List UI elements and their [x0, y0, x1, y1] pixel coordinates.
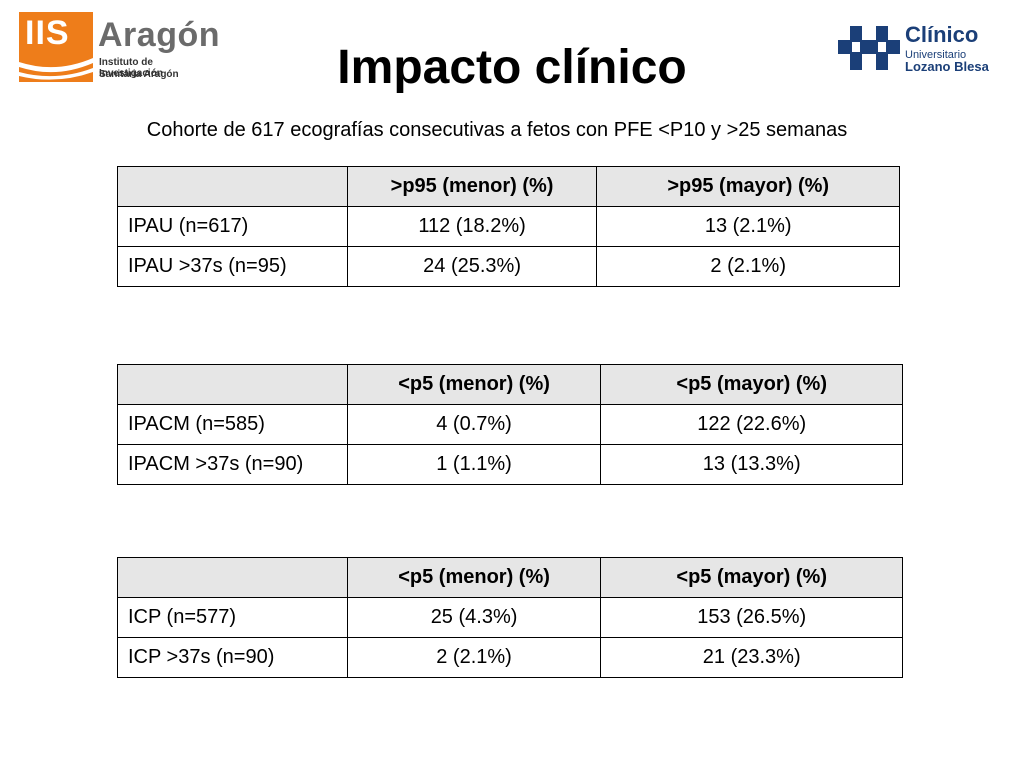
page-subtitle: Cohorte de 617 ecografías consecutivas a…	[146, 119, 848, 141]
table-header-cell: <p5 (menor) (%)	[346, 364, 602, 405]
clinico-logo-line1: Universitario	[905, 49, 967, 61]
iis-logo-name: Aragón	[98, 16, 220, 54]
table-header-cell: <p5 (mayor) (%)	[600, 557, 903, 598]
table-header-cell: <p5 (mayor) (%)	[600, 364, 903, 405]
clinico-logo-name: Clínico	[905, 22, 979, 47]
table-header-row: <p5 (menor) (%) <p5 (mayor) (%)	[117, 557, 903, 598]
table-row: IPAU (n=617) 112 (18.2%) 13 (2.1%)	[117, 206, 900, 247]
table-header-cell: <p5 (menor) (%)	[346, 557, 602, 598]
table-cell: 24 (25.3%)	[346, 246, 598, 287]
table-row-label: IPAU (n=617)	[117, 206, 348, 247]
table-cell: 1 (1.1%)	[346, 444, 602, 485]
iis-logo-box: IIS	[19, 12, 93, 82]
clinico-lozano-blesa-logo: Clínico Universitario Lozano Blesa	[838, 22, 1008, 74]
table-row-label: ICP >37s (n=90)	[117, 637, 348, 678]
icp-table: <p5 (menor) (%) <p5 (mayor) (%) ICP (n=5…	[117, 557, 903, 678]
table-row: ICP (n=577) 25 (4.3%) 153 (26.5%)	[117, 597, 903, 638]
table-cell: 4 (0.7%)	[346, 404, 602, 445]
table-row: IPACM >37s (n=90) 1 (1.1%) 13 (13.3%)	[117, 444, 903, 485]
table-cell: 13 (13.3%)	[600, 444, 903, 485]
table-header-row: >p95 (menor) (%) >p95 (mayor) (%)	[117, 166, 900, 207]
table-cell: 122 (22.6%)	[600, 404, 903, 445]
clinico-logo-line2: Lozano Blesa	[905, 59, 989, 74]
ipau-table: >p95 (menor) (%) >p95 (mayor) (%) IPAU (…	[117, 166, 900, 287]
table-header-cell: >p95 (menor) (%)	[346, 166, 598, 207]
table-cell: 21 (23.3%)	[600, 637, 903, 678]
page-title: Impacto clínico	[337, 41, 687, 94]
table-row: IPAU >37s (n=95) 24 (25.3%) 2 (2.1%)	[117, 246, 900, 287]
table-cell: 2 (2.1%)	[346, 637, 602, 678]
ipacm-table: <p5 (menor) (%) <p5 (mayor) (%) IPACM (n…	[117, 364, 903, 485]
table-cell: 153 (26.5%)	[600, 597, 903, 638]
table-header-cell	[117, 166, 348, 207]
table-row-label: IPAU >37s (n=95)	[117, 246, 348, 287]
table-cell: 25 (4.3%)	[346, 597, 602, 638]
table-row-label: IPACM >37s (n=90)	[117, 444, 348, 485]
table-header-cell	[117, 364, 348, 405]
table-row-label: ICP (n=577)	[117, 597, 348, 638]
iis-aragon-logo: IIS Aragón Instituto de Investigación Sa…	[19, 12, 220, 84]
iis-logo-line1: Instituto de Investigación	[99, 57, 163, 79]
iis-logo-line2: Sanitaria Aragón	[99, 69, 179, 80]
table-header-row: <p5 (menor) (%) <p5 (mayor) (%)	[117, 364, 903, 405]
iis-logo-box-text: IIS	[25, 14, 70, 52]
table-row: IPACM (n=585) 4 (0.7%) 122 (22.6%)	[117, 404, 903, 445]
table-header-cell	[117, 557, 348, 598]
table-row-label: IPACM (n=585)	[117, 404, 348, 445]
table-cell: 112 (18.2%)	[346, 206, 598, 247]
table-cell: 2 (2.1%)	[596, 246, 900, 287]
table-row: ICP >37s (n=90) 2 (2.1%) 21 (23.3%)	[117, 637, 903, 678]
table-cell: 13 (2.1%)	[596, 206, 900, 247]
clinico-cross-icon	[838, 26, 900, 70]
iis-logo-swoosh-icon	[19, 58, 93, 80]
table-header-cell: >p95 (mayor) (%)	[596, 166, 900, 207]
